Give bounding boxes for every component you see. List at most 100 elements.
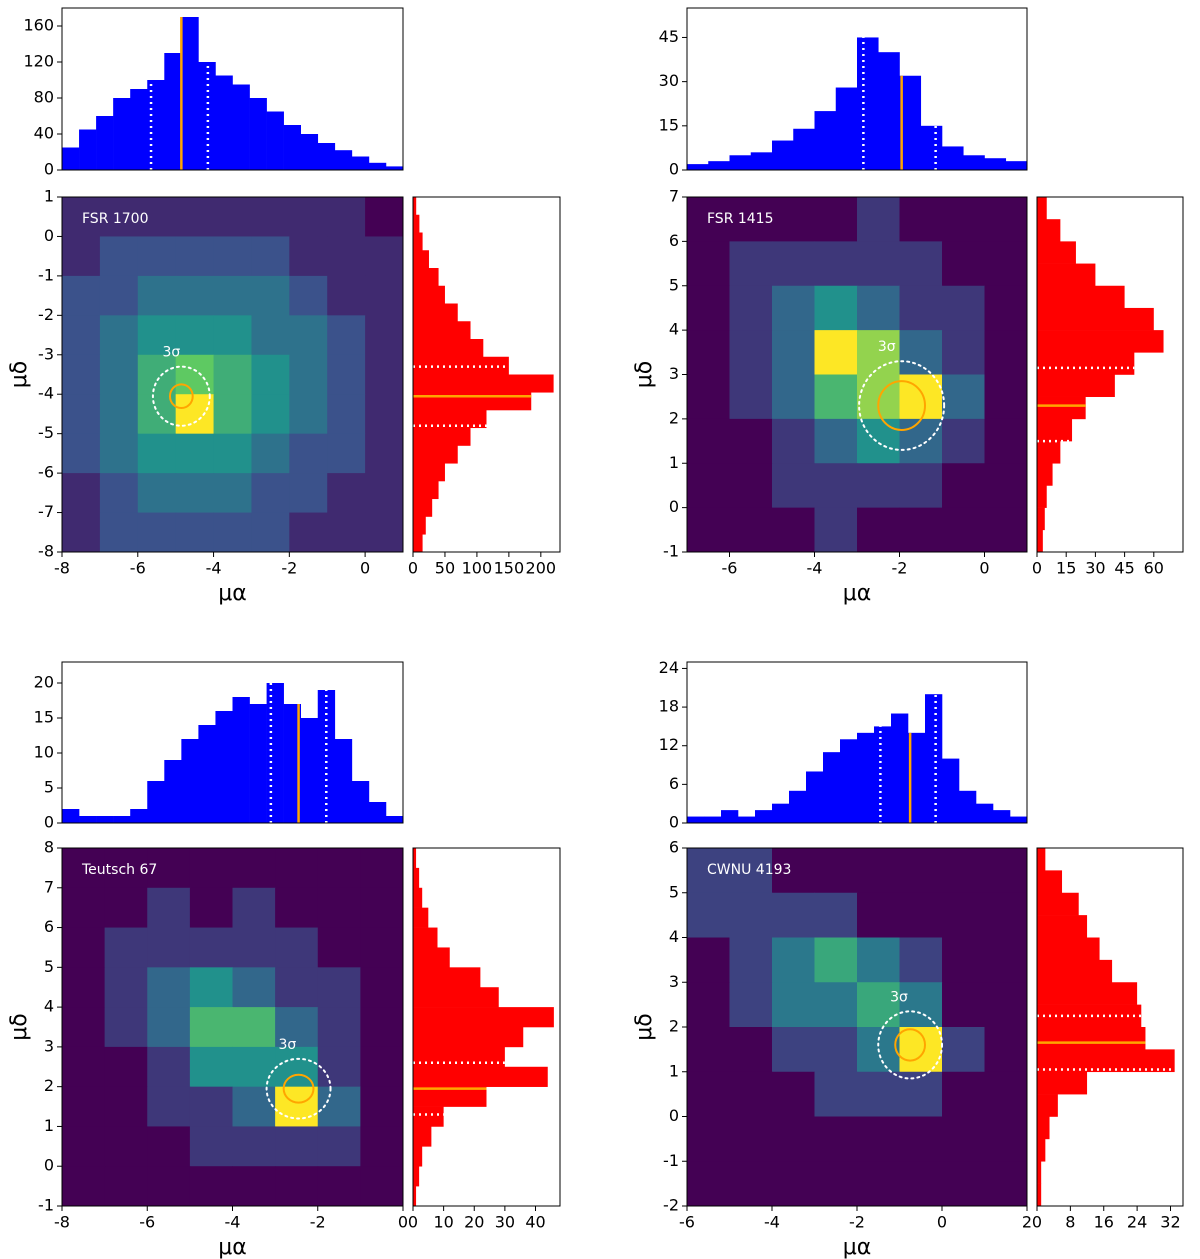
bar [79, 816, 97, 823]
heatmap-cell [729, 982, 773, 1028]
heatmap-cell [687, 1161, 730, 1207]
sigma-label: 3σ [163, 345, 181, 361]
heatmap-cell [213, 315, 252, 356]
bar [789, 790, 807, 823]
heatmap-cell [147, 1166, 191, 1207]
heatmap-cell [137, 354, 177, 395]
bar [164, 53, 182, 170]
bar [413, 374, 554, 393]
heatmap-cell [365, 197, 404, 237]
heatmap-cell [772, 507, 815, 553]
y-tick-label: 3 [669, 364, 679, 383]
y-tick-label: 0 [44, 160, 54, 179]
heatmap-cell [360, 1126, 404, 1167]
heatmap-cell [899, 937, 943, 983]
heatmap-cell [984, 374, 1028, 420]
heatmap-cell [942, 285, 985, 331]
heatmap-cell [147, 967, 191, 1008]
bar [1037, 396, 1086, 420]
heatmap-cell [772, 937, 815, 983]
heatmap-cell [857, 285, 900, 331]
bar [413, 1066, 548, 1087]
heatmap-cell [942, 418, 985, 464]
heatmap-cell [772, 982, 815, 1028]
bar [232, 697, 250, 823]
heatmap-cell [365, 275, 404, 316]
heatmap-cell [99, 315, 139, 356]
y-tick-label: -1 [38, 1196, 54, 1215]
bar [413, 848, 417, 869]
y-tick-label: 3 [669, 972, 679, 991]
heatmap-cell [365, 236, 404, 277]
x-axis-label: μα [218, 581, 247, 606]
heatmap-cell [137, 197, 177, 237]
heatmap-cell [327, 354, 366, 395]
y-tick-label: -2 [38, 305, 54, 324]
bar [334, 150, 353, 170]
y-tick-label: 6 [669, 231, 679, 250]
heatmap-cell [942, 330, 985, 375]
heatmap-cell [275, 967, 319, 1008]
y-tick-label: -1 [38, 265, 54, 284]
heatmap-cell [213, 236, 252, 277]
heatmap-cell [175, 512, 215, 553]
x-tick-label: 0 [398, 1213, 408, 1232]
heatmap-cell [104, 848, 148, 889]
bar [413, 197, 417, 216]
heatmap-cell [857, 848, 900, 894]
x-tick-label: -4 [807, 559, 823, 578]
bar [1037, 1116, 1050, 1140]
bar [413, 1007, 554, 1028]
bar [1037, 241, 1076, 264]
bar [857, 732, 875, 823]
heatmap-cell [814, 197, 858, 242]
bar [249, 98, 267, 170]
x-tick-label: -4 [764, 1213, 780, 1232]
heatmap-cell [942, 1027, 985, 1073]
heatmap-cell [360, 927, 404, 968]
heatmap-cell [275, 1007, 319, 1048]
bar [334, 739, 353, 823]
heatmap-cell [687, 848, 730, 894]
heatmap-cell [232, 1166, 276, 1207]
heatmap-cell [213, 354, 252, 395]
bar [835, 87, 858, 170]
heatmap-cell [899, 285, 943, 331]
bar [413, 1126, 432, 1147]
sigma-label: 3σ [878, 339, 896, 355]
heatmap-cell [62, 1086, 106, 1127]
heatmap-cell [729, 1161, 773, 1207]
circle [877, 380, 926, 431]
bar [249, 704, 267, 823]
bar [413, 887, 423, 908]
heatmap-cell [317, 1046, 361, 1088]
heatmap-cell [137, 512, 177, 553]
heatmap-cell [814, 463, 858, 509]
x-tick-label: -6 [679, 1213, 695, 1232]
bar [1037, 937, 1100, 961]
heatmap-cell [772, 418, 815, 464]
bar [413, 1106, 444, 1127]
heatmap-cell [189, 927, 233, 968]
heatmap-cell [104, 1166, 148, 1207]
heatmap-cell [984, 1071, 1028, 1117]
bar [413, 967, 481, 988]
y-tick-label: 0 [669, 1106, 679, 1125]
heatmap-cell [899, 241, 943, 287]
bar [300, 718, 319, 823]
bar [976, 803, 994, 823]
bar [266, 111, 284, 170]
bar [984, 158, 1007, 170]
heatmap-cell [814, 330, 858, 375]
heatmap-cell [189, 1166, 233, 1207]
heatmap-cell [62, 1046, 106, 1088]
bar [1037, 418, 1073, 442]
heatmap-cell [942, 937, 985, 983]
axes-frame [61, 196, 404, 553]
heatmap-cell [251, 394, 290, 435]
bar [1037, 307, 1154, 331]
heatmap-cell [213, 394, 252, 435]
heatmap-cell [687, 982, 730, 1028]
heatmap-cell [289, 394, 328, 435]
heatmap-cell [137, 315, 177, 356]
